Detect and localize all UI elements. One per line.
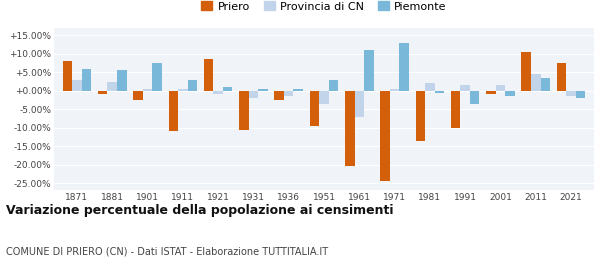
Bar	[188, 80, 197, 91]
Bar	[274, 91, 284, 100]
Legend: Priero, Provincia di CN, Piemonte: Priero, Provincia di CN, Piemonte	[198, 0, 450, 15]
Bar	[541, 78, 550, 91]
Bar	[380, 91, 390, 181]
Bar	[169, 91, 178, 131]
Bar	[310, 91, 319, 126]
Bar	[72, 80, 82, 91]
Bar	[152, 63, 162, 91]
Bar	[400, 43, 409, 91]
Bar	[98, 91, 107, 94]
Bar	[496, 85, 505, 91]
Bar	[204, 59, 214, 91]
Text: Variazione percentuale della popolazione ai censimenti: Variazione percentuale della popolazione…	[6, 204, 394, 217]
Bar	[62, 61, 72, 91]
Bar	[329, 80, 338, 91]
Bar	[486, 91, 496, 94]
Bar	[214, 91, 223, 94]
Bar	[117, 71, 127, 91]
Bar	[505, 91, 515, 96]
Bar	[390, 89, 400, 91]
Bar	[425, 83, 434, 91]
Bar	[133, 91, 143, 100]
Bar	[364, 50, 374, 91]
Bar	[434, 91, 444, 93]
Bar	[223, 87, 232, 91]
Bar	[258, 89, 268, 91]
Bar	[143, 89, 152, 91]
Bar	[345, 91, 355, 166]
Bar	[576, 91, 586, 98]
Bar	[557, 63, 566, 91]
Bar	[521, 52, 531, 91]
Bar	[239, 91, 248, 129]
Bar	[355, 91, 364, 116]
Bar	[470, 91, 479, 104]
Bar	[107, 81, 117, 91]
Bar	[319, 91, 329, 104]
Bar	[531, 74, 541, 91]
Bar	[451, 91, 460, 128]
Bar	[416, 91, 425, 141]
Bar	[82, 69, 91, 91]
Bar	[178, 89, 188, 91]
Text: COMUNE DI PRIERO (CN) - Dati ISTAT - Elaborazione TUTTITALIA.IT: COMUNE DI PRIERO (CN) - Dati ISTAT - Ela…	[6, 246, 328, 256]
Bar	[284, 91, 293, 96]
Bar	[460, 85, 470, 91]
Bar	[248, 91, 258, 98]
Bar	[293, 89, 303, 91]
Bar	[566, 91, 576, 96]
